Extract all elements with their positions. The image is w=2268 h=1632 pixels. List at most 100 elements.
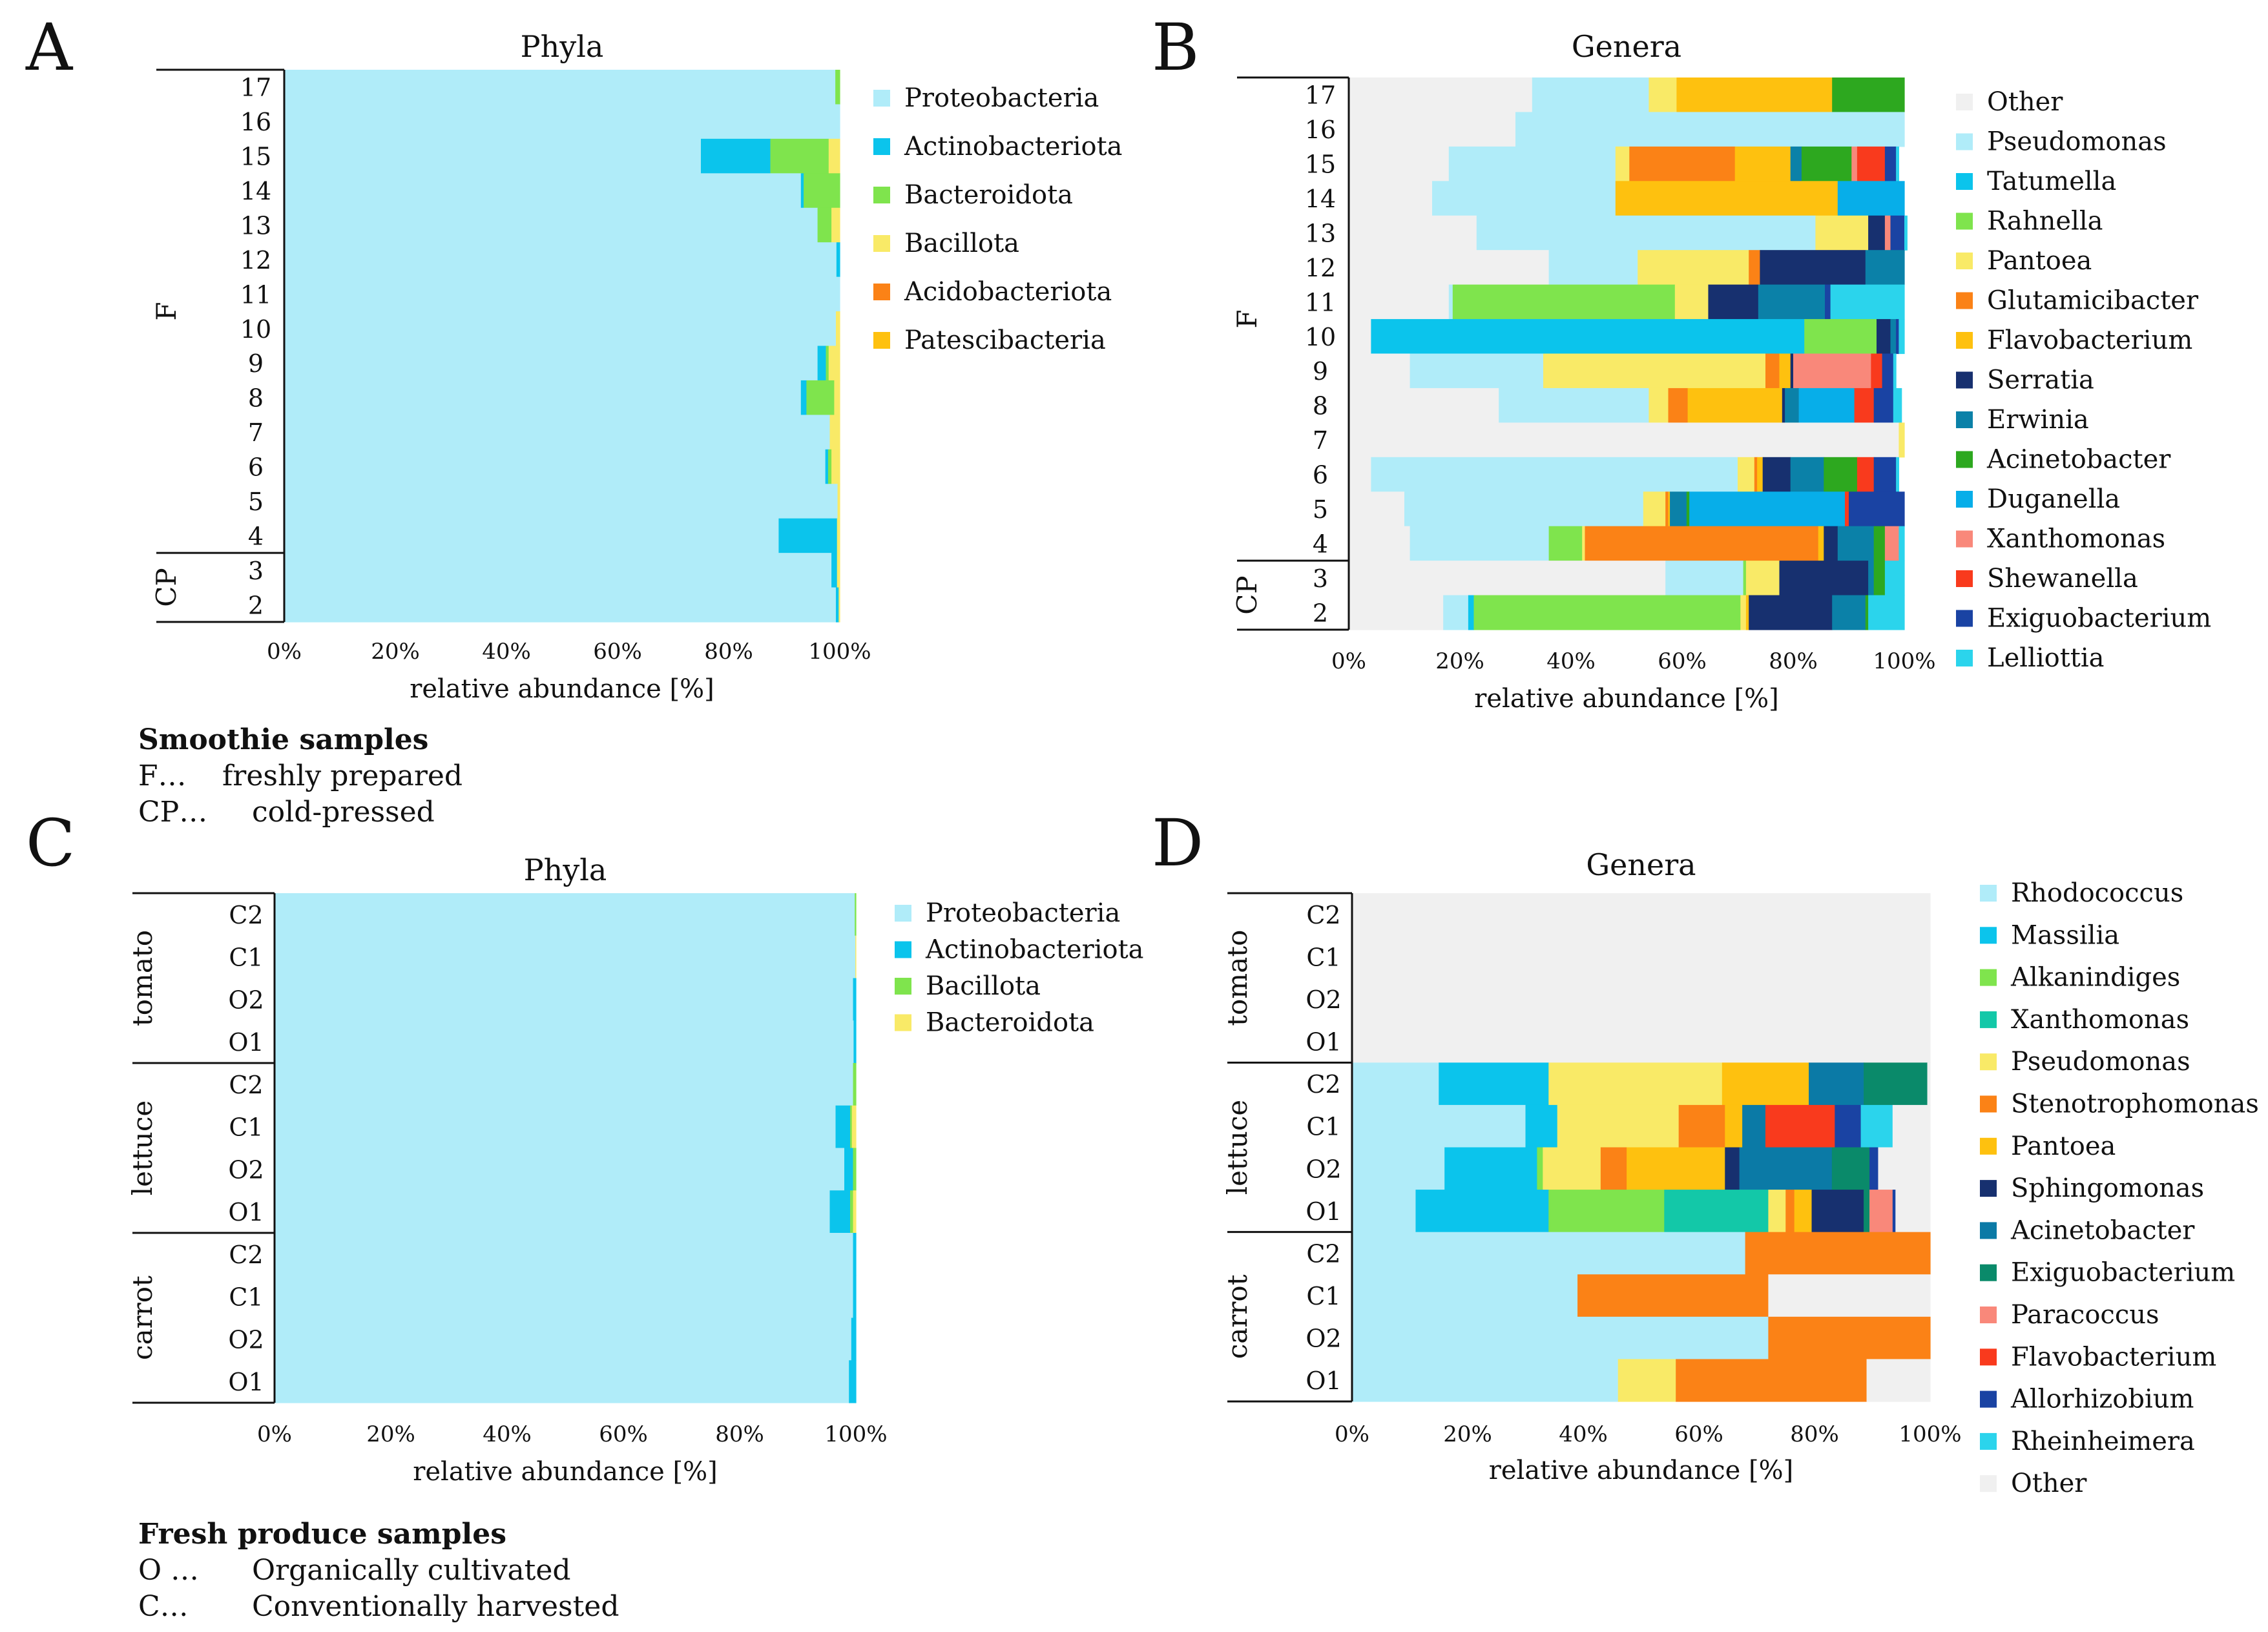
category-label: O2 xyxy=(228,1325,264,1354)
bar-segment-shewanella xyxy=(1844,491,1849,527)
bar-segment-pseudomonas xyxy=(1543,1147,1601,1190)
bar-segment-pantoea xyxy=(1738,457,1755,492)
bar-segment-other xyxy=(1349,561,1666,596)
category-label: 12 xyxy=(240,246,271,274)
bar-segment-proteobacteria xyxy=(284,104,840,139)
bar-segment-xanthomonas xyxy=(1793,353,1871,389)
bar-segment-other xyxy=(1349,181,1433,216)
bar-segment-exiguobacterium xyxy=(1890,215,1905,251)
produce-note-title: Fresh produce samples xyxy=(138,1518,506,1551)
bar-segment-other xyxy=(1349,250,1550,285)
legend-label-patescibacteria: Patescibacteria xyxy=(904,325,1106,355)
bar-segment-alkanindiges xyxy=(1537,1147,1543,1190)
bar-segment-actinobacteriota xyxy=(831,553,838,588)
bar-segment-pantoea xyxy=(1643,491,1666,527)
bar-segment-exiguobacterium xyxy=(1873,387,1894,423)
note-desc: Organically cultivated xyxy=(252,1554,571,1587)
bar-segment-bacteroidota xyxy=(770,138,829,174)
bar-segment-pseudomonas xyxy=(1548,250,1638,285)
x-tick-label: 0% xyxy=(1335,1421,1369,1447)
legend-swatch xyxy=(1956,570,1973,587)
bar-segment-acinetobacter xyxy=(1739,1147,1833,1190)
legend-label-xanthomonas: Xanthomonas xyxy=(2011,1005,2189,1035)
bar-segment-glutamicibacter xyxy=(1629,146,1736,181)
legend-swatch xyxy=(873,187,890,203)
bar-segment-proteobacteria xyxy=(284,311,837,347)
x-tick-label: 100% xyxy=(1899,1421,1961,1447)
group-label-lettuce: lettuce xyxy=(1222,1100,1253,1195)
bar-segment-rhodococcus xyxy=(1352,1316,1769,1360)
bar-segment-acinetobacter xyxy=(1801,146,1852,181)
x-tick-label: 100% xyxy=(824,1421,887,1447)
bar-segment-bacillota xyxy=(834,380,840,415)
bar-segment-glutamicibacter xyxy=(1665,491,1669,527)
bar-segment-other xyxy=(1349,77,1533,113)
legend-label-acinetobacter: Acinetobacter xyxy=(1986,445,2171,475)
legend-swatch xyxy=(1980,1264,1997,1281)
bar-segment-pseudomonas xyxy=(1532,77,1649,113)
category-label: O2 xyxy=(228,1155,264,1184)
category-label: 15 xyxy=(240,143,271,171)
bar-segment-paracoccus xyxy=(1869,1190,1893,1233)
bar-segment-acinetobacter xyxy=(1873,561,1886,596)
bar-segment-pantoea xyxy=(1649,387,1669,423)
bar-segment-actinobacteriota xyxy=(835,587,839,623)
bar-segment-pseudomonas xyxy=(1548,1062,1723,1106)
bar-segment-rhodococcus xyxy=(1352,1190,1417,1233)
legend-label-shewanella: Shewanella xyxy=(1987,564,2138,594)
chart-title: Genera xyxy=(1586,847,1696,882)
bar-segment-proteobacteria xyxy=(284,173,802,209)
legend-swatch xyxy=(1956,292,1973,309)
bar-segment-other xyxy=(1927,1062,1931,1106)
bar-segment-serratia xyxy=(1868,215,1886,251)
legend-swatch xyxy=(1980,1348,1997,1366)
bar-segment-acinetobacter xyxy=(1865,595,1869,630)
bar-segment-bacteroidota xyxy=(855,935,857,979)
bar-segment-proteobacteria xyxy=(284,449,826,484)
bar-segment-flavobacterium xyxy=(1676,77,1833,113)
category-label: 2 xyxy=(1313,599,1328,627)
bar-segment-proteobacteria xyxy=(284,518,779,553)
legend-swatch xyxy=(873,90,890,107)
category-label: 10 xyxy=(1305,323,1336,351)
category-label: O1 xyxy=(228,1028,264,1057)
bar-segment-pseudomonas xyxy=(1499,387,1649,423)
legend-swatch xyxy=(1956,451,1973,468)
bar-segment-actinobacteriota xyxy=(817,346,827,381)
bar-segment-other xyxy=(1349,457,1371,492)
smoothie-legend-note: Smoothie samples F… freshly prepared CP… c… xyxy=(138,722,463,831)
bar-segment-acinetobacter xyxy=(1686,491,1690,527)
panel-letter-d: D xyxy=(1152,805,1203,881)
bar-segment-lelliottia xyxy=(1868,595,1905,630)
bar-segment-bacillota xyxy=(828,138,840,174)
bar-segment-pseudomonas xyxy=(1371,457,1738,492)
bar-segment-other xyxy=(1895,1190,1931,1233)
bar-segment-sphingomonas xyxy=(1811,1190,1864,1233)
category-label: 14 xyxy=(1305,185,1336,213)
bar-segment-actinobacteriota xyxy=(825,449,829,484)
bar-segment-pantoea xyxy=(1899,422,1905,458)
legend-label-pantoea: Pantoea xyxy=(1987,246,2092,276)
legend-label-actinobacteriota: Actinobacteriota xyxy=(904,132,1123,161)
bar-segment-glutamicibacter xyxy=(1754,457,1758,492)
legend-swatch xyxy=(1956,610,1973,627)
legend-swatch xyxy=(1980,885,1997,902)
bar-segment-actinobacteriota xyxy=(778,518,838,553)
bar-segment-actinobacteriota xyxy=(836,242,840,278)
bar-segment-other xyxy=(1878,1147,1931,1190)
legend-label-rahnella: Rahnella xyxy=(1987,207,2103,236)
x-tick-label: 60% xyxy=(1674,1421,1723,1447)
legend-swatch xyxy=(873,235,890,252)
category-label: C1 xyxy=(1306,943,1340,971)
bar-segment-pantoea xyxy=(1674,284,1709,320)
bar-segment-bacillota xyxy=(853,1148,857,1191)
legend-swatch xyxy=(1980,1053,1997,1071)
legend-label-xanthomonas: Xanthomonas xyxy=(1987,524,2165,554)
legend-swatch xyxy=(1980,1307,1997,1323)
bar-segment-erwinia xyxy=(1790,457,1824,492)
x-tick-label: 100% xyxy=(1873,648,1935,674)
category-label: C1 xyxy=(229,1283,263,1312)
bar-segment-erwinia xyxy=(1670,491,1687,527)
category-label: C2 xyxy=(229,1071,263,1099)
